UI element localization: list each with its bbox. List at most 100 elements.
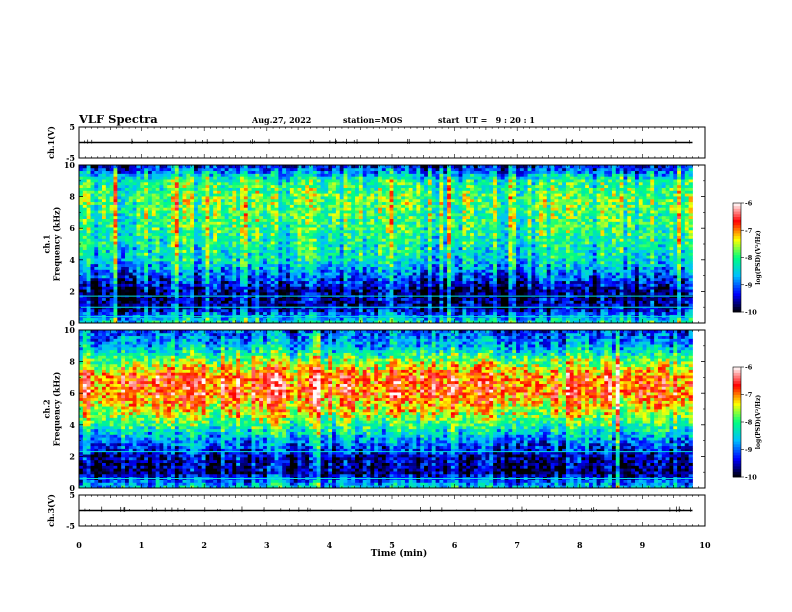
x-tick-label: 3 bbox=[264, 540, 270, 550]
spectrogram-ch2-y-label: ch.2Frequency (kHz) bbox=[42, 371, 62, 446]
colorbar-step bbox=[733, 373, 741, 376]
colorbar-step bbox=[733, 447, 741, 450]
y-tick-label: 10 bbox=[64, 325, 76, 335]
colorbar-step bbox=[733, 367, 741, 370]
colorbar-tick-label: -6 bbox=[745, 200, 753, 208]
colorbar-step bbox=[733, 290, 741, 293]
y-tick-label: 10 bbox=[64, 160, 76, 170]
colorbar-step bbox=[733, 233, 741, 236]
colorbar-step bbox=[733, 298, 741, 301]
colorbar-step bbox=[733, 247, 741, 250]
y-tick-label: 8 bbox=[69, 192, 75, 202]
y-label-line: ch.1 bbox=[42, 234, 52, 253]
colorbar-step bbox=[733, 241, 741, 244]
colorbar-step bbox=[733, 461, 741, 464]
plot-panels: 5-5ch.1(V)-10-9-8-7-6log(PSD)(V²/Hz)0246… bbox=[42, 122, 763, 531]
figure-header: VLF Spectra Aug.27, 2022 station=MOS sta… bbox=[78, 112, 535, 126]
colorbar-step bbox=[733, 219, 741, 222]
colorbar-step bbox=[733, 463, 741, 466]
y-tick-label: 8 bbox=[69, 357, 75, 367]
colorbar-step bbox=[733, 439, 741, 442]
waveform-ch1-panel: 5-5ch.1(V) bbox=[46, 122, 705, 163]
y-tick-label: 6 bbox=[69, 223, 75, 233]
y-tick-label: 2 bbox=[69, 286, 75, 296]
colorbar-tick-label: -9 bbox=[745, 446, 753, 454]
colorbar-step bbox=[733, 433, 741, 436]
colorbar-label: log(PSD)(V²/Hz) bbox=[755, 230, 762, 285]
colorbar-step bbox=[733, 263, 741, 266]
colorbar-tick-label: -6 bbox=[745, 364, 753, 372]
colorbar-step bbox=[733, 296, 741, 299]
colorbar-step bbox=[733, 425, 741, 428]
colorbar-step bbox=[733, 238, 741, 241]
colorbar-step bbox=[733, 211, 741, 214]
time-axis-label: Time (min) bbox=[371, 548, 428, 559]
colorbar-step bbox=[733, 208, 741, 211]
colorbar-step bbox=[733, 249, 741, 252]
waveform-ch3-trace bbox=[79, 507, 692, 513]
colorbar-step bbox=[733, 260, 741, 263]
y-label-line: ch.3(V) bbox=[46, 494, 56, 527]
spectrogram-ch2-panel: -10-9-8-7-6log(PSD)(V²/Hz)0246810ch.2Fre… bbox=[42, 325, 763, 493]
date-label: Aug.27, 2022 bbox=[251, 115, 311, 125]
colorbar-step bbox=[733, 397, 741, 400]
colorbar-step bbox=[733, 428, 741, 431]
colorbar-tick-label: -10 bbox=[745, 309, 757, 317]
spectrogram-ch1-y-label: ch.1Frequency (kHz) bbox=[42, 206, 62, 281]
colorbar-step bbox=[733, 455, 741, 458]
station-label: station=MOS bbox=[343, 115, 403, 125]
colorbar-step bbox=[733, 378, 741, 381]
colorbar-step bbox=[733, 403, 741, 406]
colorbar-step bbox=[733, 389, 741, 392]
spectrogram-ch1-cells bbox=[79, 165, 693, 323]
colorbar-step bbox=[733, 236, 741, 239]
spectrogram-ch1-panel: -10-9-8-7-6log(PSD)(V²/Hz)0246810ch.1Fre… bbox=[42, 160, 763, 328]
colorbar-step bbox=[733, 271, 741, 274]
x-tick-label: 2 bbox=[201, 540, 207, 550]
colorbar-step bbox=[733, 214, 741, 217]
colorbar-step bbox=[733, 203, 741, 206]
colorbar-step bbox=[733, 225, 741, 228]
colorbar-step bbox=[733, 400, 741, 403]
x-tick-label: 8 bbox=[577, 540, 583, 550]
start-ut-label: start UT = 9 : 20 : 1 bbox=[438, 115, 535, 125]
colorbar-step bbox=[733, 307, 741, 310]
colorbar-step bbox=[733, 466, 741, 469]
colorbar-step bbox=[733, 279, 741, 282]
spectrogram-ch2-cells bbox=[79, 330, 693, 488]
y-tick-label: 5 bbox=[69, 490, 75, 500]
colorbar-step bbox=[733, 287, 741, 290]
colorbar-step bbox=[733, 255, 741, 258]
colorbar-step bbox=[733, 392, 741, 395]
colorbar-step bbox=[733, 406, 741, 409]
colorbar-step bbox=[733, 293, 741, 296]
y-tick-label: -5 bbox=[66, 521, 75, 531]
time-axis: Time (min) 0 1 2 3 4 5 6 7 8 9 10 bbox=[76, 540, 711, 559]
waveform-ch1-trace bbox=[79, 139, 692, 145]
colorbar-step bbox=[733, 222, 741, 225]
colorbar-step bbox=[733, 469, 741, 472]
colorbar-step bbox=[733, 375, 741, 378]
waveform-ch3-y-label: ch.3(V) bbox=[46, 494, 56, 527]
colorbar-step bbox=[733, 414, 741, 417]
colorbar-step bbox=[733, 430, 741, 433]
colorbar-step bbox=[733, 274, 741, 277]
colorbar-step bbox=[733, 370, 741, 373]
waveform-ch3-panel: 5 -5 ch.3(V) bbox=[46, 490, 705, 531]
y-label-line: ch.2 bbox=[42, 399, 52, 418]
figure-title: VLF Spectra bbox=[78, 112, 158, 126]
colorbar-step bbox=[733, 301, 741, 304]
x-tick-label: 10 bbox=[699, 540, 711, 550]
colorbar-step bbox=[733, 411, 741, 414]
x-tick-label: 4 bbox=[327, 540, 333, 550]
y-label-line: Frequency (kHz) bbox=[52, 206, 62, 281]
colorbar-step bbox=[733, 304, 741, 307]
colorbar-step bbox=[733, 285, 741, 288]
colorbar-step bbox=[733, 268, 741, 271]
colorbar-step bbox=[733, 436, 741, 439]
colorbar-step bbox=[733, 444, 741, 447]
colorbar-step bbox=[733, 450, 741, 453]
colorbar-step bbox=[733, 244, 741, 247]
